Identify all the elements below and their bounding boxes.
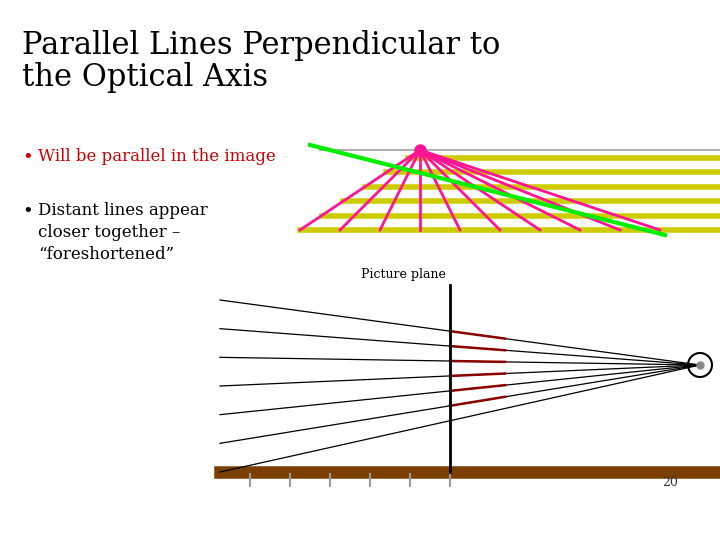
Text: •: •	[22, 202, 32, 220]
Text: 20: 20	[662, 476, 678, 489]
Text: Parallel Lines Perpendicular to: Parallel Lines Perpendicular to	[22, 30, 500, 61]
Text: Distant lines appear
closer together –
“foreshortened”: Distant lines appear closer together – “…	[38, 202, 208, 264]
Text: Picture plane: Picture plane	[361, 268, 446, 281]
Text: •: •	[22, 148, 32, 166]
Text: Will be parallel in the image: Will be parallel in the image	[38, 148, 276, 165]
Text: the Optical Axis: the Optical Axis	[22, 62, 268, 93]
